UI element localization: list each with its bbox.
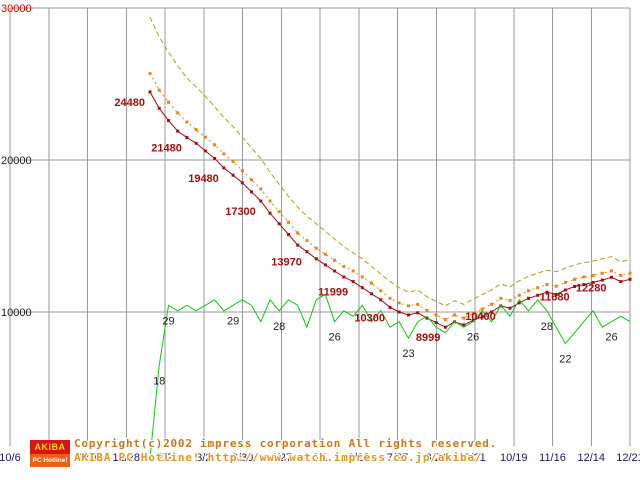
x-tick-label: 12/28 xyxy=(112,452,140,464)
x-tick-label: 12/21 xyxy=(616,452,640,464)
shop-count-label: 29 xyxy=(227,315,239,327)
x-tick-label: 6/29 xyxy=(348,452,369,464)
shop-count-label: 26 xyxy=(605,332,617,344)
akiba-logo-title: AKIBA xyxy=(30,440,70,454)
akiba-logo: AKIBA PC Hotline! xyxy=(30,440,70,467)
gridlines xyxy=(9,7,631,446)
lowest-price-markers xyxy=(148,90,632,329)
shop-count-line xyxy=(149,293,631,459)
shop-count-label: 28 xyxy=(273,321,285,333)
x-tick-label: 12/14 xyxy=(577,452,605,464)
x-tick-label: 2/2 xyxy=(157,452,172,464)
akiba-logo-subtitle: PC Hotline! xyxy=(30,454,70,467)
price-label: 8999 xyxy=(416,332,440,344)
copyright-line: Copyright(c)2002 impress corporation All… xyxy=(74,437,498,450)
x-tick-label: 7/27 xyxy=(387,452,408,464)
site-url-line: AKIBA PC Hotline! http://www.watch.impre… xyxy=(74,451,483,464)
price-label: 11999 xyxy=(318,287,348,299)
x-tick-label: 9/21 xyxy=(464,452,485,464)
price-label: 17300 xyxy=(225,206,256,218)
shop-count-label: 26 xyxy=(467,332,479,344)
x-tick-label: 3/30 xyxy=(232,452,253,464)
shop-count-label: 22 xyxy=(559,354,571,366)
price-label: 12280 xyxy=(576,282,607,294)
shop-count-label: 29 xyxy=(162,315,174,327)
shop-count-label: 28 xyxy=(541,321,553,333)
average-price-line xyxy=(149,73,631,321)
price-label: 19480 xyxy=(188,173,219,185)
average-price-markers xyxy=(148,71,632,322)
x-tick-label: 10/19 xyxy=(500,452,528,464)
x-tick-label: 11/16 xyxy=(539,452,566,464)
x-tick-label: 3/2 xyxy=(196,452,211,464)
x-tick-label: 8/24 xyxy=(426,452,447,464)
price-label: 10300 xyxy=(354,312,385,324)
y-tick-label: 10000 xyxy=(1,307,32,319)
price-label: 24480 xyxy=(114,97,145,109)
price-label: 13970 xyxy=(271,257,302,269)
y-tick-label: 20000 xyxy=(1,155,32,167)
x-tick-label: 6/1 xyxy=(312,452,327,464)
x-tick-label: 4/27 xyxy=(271,452,292,464)
y-tick-label: 30000 xyxy=(1,3,32,15)
shop-count-label: 26 xyxy=(328,332,340,344)
shop-count-label: 18 xyxy=(153,376,165,388)
shop-count-label: 23 xyxy=(402,348,414,360)
x-tick-label: 10/6 xyxy=(0,452,21,464)
price-label: 10400 xyxy=(465,311,496,323)
price-label: 11680 xyxy=(540,292,570,304)
highest-price-line xyxy=(149,16,631,307)
x-tick-label: 12/1 xyxy=(77,452,98,464)
price-label: 21480 xyxy=(151,143,182,155)
